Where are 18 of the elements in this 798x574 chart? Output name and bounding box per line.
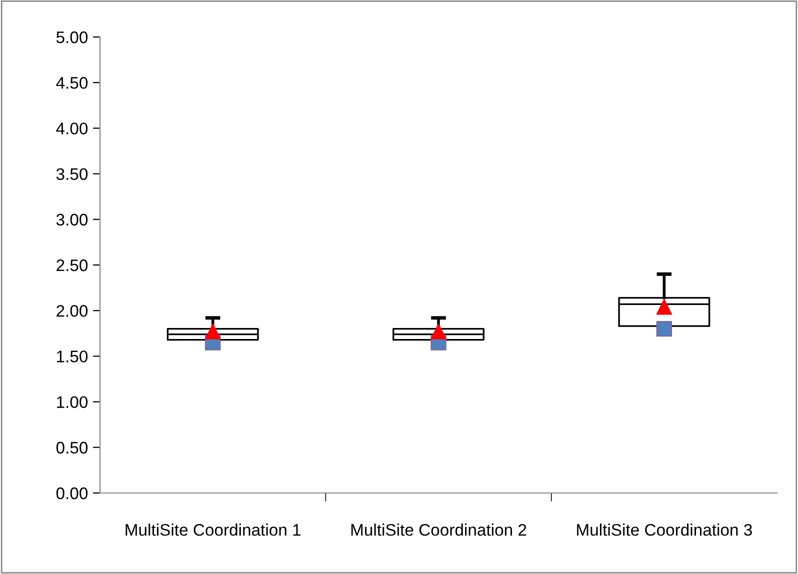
x-tick-label: MultiSite Coordination 2 <box>351 524 526 536</box>
y-tick-label: 2.50 <box>56 259 88 272</box>
point <box>430 324 446 340</box>
x-tick-label: MultiSite Coordination 1 <box>126 524 300 536</box>
y-tick-label: 1.50 <box>57 350 88 362</box>
y-tick-label: 2.00 <box>56 305 88 317</box>
y-tick-label: 4.50 <box>56 77 88 89</box>
point <box>204 324 221 340</box>
point <box>656 299 672 315</box>
point <box>656 321 672 337</box>
y-tick-label: 3.50 <box>56 168 88 180</box>
y-tick-label: 0.50 <box>56 442 88 454</box>
y-tick-label: 1.00 <box>57 396 88 408</box>
y-tick-label: 4.00 <box>56 122 88 134</box>
y-tick-label: 0.00 <box>56 487 88 500</box>
x-tick-label: MultiSite Coordination 3 <box>577 524 752 536</box>
y-tick-label: 5.00 <box>56 31 88 44</box>
y-tick-label: 3.00 <box>56 214 88 226</box>
